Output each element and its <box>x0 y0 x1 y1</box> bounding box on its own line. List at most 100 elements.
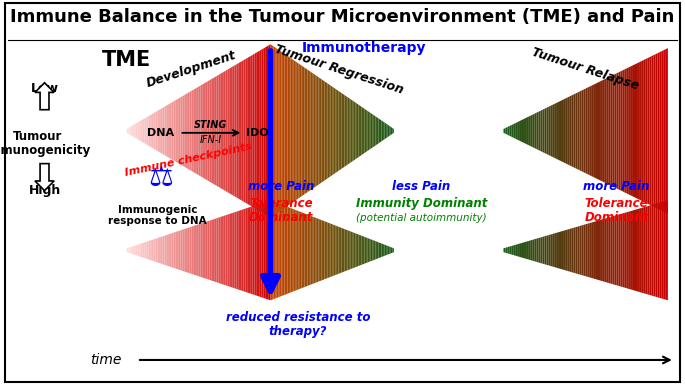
Polygon shape <box>304 213 306 287</box>
Polygon shape <box>592 85 594 177</box>
Polygon shape <box>329 85 331 177</box>
Polygon shape <box>284 54 286 208</box>
Polygon shape <box>551 234 553 266</box>
Polygon shape <box>633 64 635 198</box>
Polygon shape <box>251 55 253 207</box>
Polygon shape <box>565 98 567 164</box>
Polygon shape <box>332 224 334 276</box>
Polygon shape <box>389 246 390 254</box>
Polygon shape <box>332 87 334 175</box>
Polygon shape <box>341 93 343 169</box>
Polygon shape <box>303 213 304 288</box>
Polygon shape <box>360 105 362 156</box>
Polygon shape <box>666 48 668 214</box>
Text: Tumour Regression: Tumour Regression <box>273 42 405 96</box>
Text: STING: STING <box>195 120 227 130</box>
Polygon shape <box>520 243 522 258</box>
Polygon shape <box>343 94 345 168</box>
Polygon shape <box>170 102 172 159</box>
Text: Tolerance: Tolerance <box>249 197 312 210</box>
Polygon shape <box>283 53 284 209</box>
Polygon shape <box>201 85 202 177</box>
Polygon shape <box>373 240 374 261</box>
Polygon shape <box>351 99 352 162</box>
Polygon shape <box>637 209 639 292</box>
Polygon shape <box>516 244 518 256</box>
Polygon shape <box>249 56 251 206</box>
Polygon shape <box>363 236 364 264</box>
Polygon shape <box>175 231 177 269</box>
Polygon shape <box>377 242 378 259</box>
Polygon shape <box>353 233 356 268</box>
Polygon shape <box>244 59 245 203</box>
Polygon shape <box>352 100 353 161</box>
Polygon shape <box>621 213 623 287</box>
Polygon shape <box>254 205 256 296</box>
Polygon shape <box>204 82 206 179</box>
Polygon shape <box>225 70 227 192</box>
Polygon shape <box>298 63 300 198</box>
Polygon shape <box>545 108 547 154</box>
Polygon shape <box>666 200 668 300</box>
Polygon shape <box>147 241 148 259</box>
Polygon shape <box>598 82 600 180</box>
Polygon shape <box>503 248 506 253</box>
Polygon shape <box>195 225 197 276</box>
Polygon shape <box>616 72 619 189</box>
Polygon shape <box>284 206 286 295</box>
Polygon shape <box>163 107 164 155</box>
Polygon shape <box>647 206 649 295</box>
Polygon shape <box>660 202 662 298</box>
Polygon shape <box>292 209 294 292</box>
Polygon shape <box>240 61 242 201</box>
Polygon shape <box>586 87 588 174</box>
Text: time: time <box>90 353 122 367</box>
Polygon shape <box>528 241 530 260</box>
Polygon shape <box>159 109 161 153</box>
Polygon shape <box>127 128 129 134</box>
Text: Development: Development <box>145 49 238 90</box>
Polygon shape <box>590 223 592 278</box>
Polygon shape <box>561 231 563 270</box>
Polygon shape <box>557 102 559 160</box>
Polygon shape <box>197 224 199 276</box>
Polygon shape <box>641 60 643 202</box>
Polygon shape <box>608 76 610 186</box>
Polygon shape <box>172 233 173 268</box>
Polygon shape <box>283 205 284 296</box>
Polygon shape <box>340 92 341 170</box>
Polygon shape <box>349 98 351 164</box>
Polygon shape <box>316 76 319 186</box>
Polygon shape <box>216 75 219 187</box>
Polygon shape <box>508 246 510 254</box>
Polygon shape <box>136 122 138 139</box>
Polygon shape <box>227 214 229 286</box>
Polygon shape <box>227 69 229 193</box>
Polygon shape <box>610 75 612 186</box>
Polygon shape <box>606 77 608 184</box>
Polygon shape <box>352 232 353 268</box>
Polygon shape <box>526 117 528 145</box>
Polygon shape <box>625 212 627 288</box>
Polygon shape <box>213 219 215 282</box>
Polygon shape <box>262 203 263 298</box>
Polygon shape <box>616 215 619 286</box>
Polygon shape <box>170 233 172 267</box>
Polygon shape <box>143 242 145 258</box>
Polygon shape <box>577 226 580 275</box>
Polygon shape <box>658 52 660 209</box>
Polygon shape <box>530 115 532 147</box>
Polygon shape <box>219 74 220 188</box>
Polygon shape <box>538 111 540 151</box>
Polygon shape <box>347 230 349 270</box>
Polygon shape <box>631 211 633 290</box>
Text: ⚖: ⚖ <box>149 164 173 192</box>
Polygon shape <box>175 99 177 162</box>
Polygon shape <box>530 240 532 261</box>
Polygon shape <box>553 104 555 158</box>
Polygon shape <box>582 90 584 172</box>
Polygon shape <box>510 246 512 254</box>
Polygon shape <box>184 228 186 272</box>
Polygon shape <box>148 115 150 147</box>
Polygon shape <box>297 62 298 199</box>
